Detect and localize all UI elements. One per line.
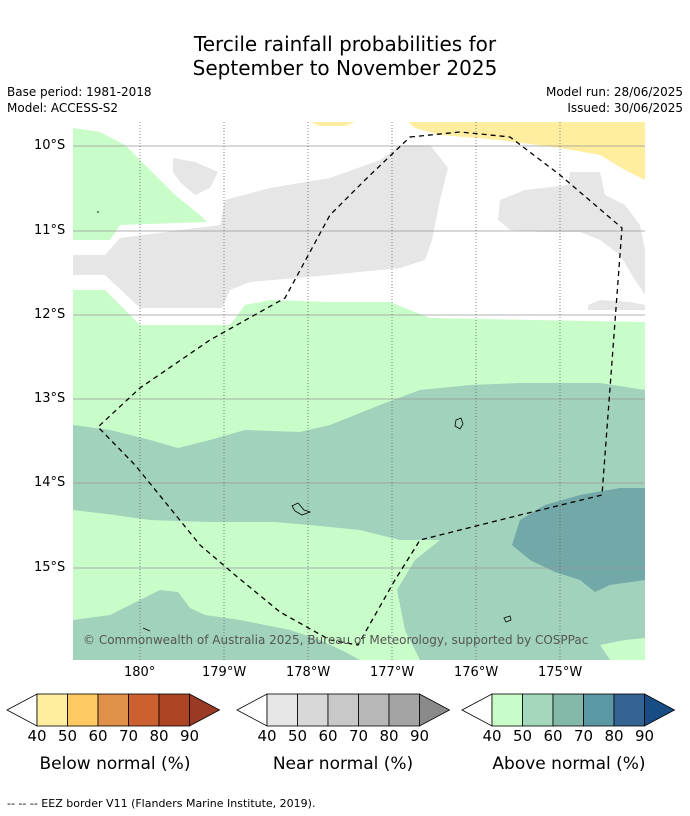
colorbar-segment [388, 693, 420, 727]
colorbar-tick-label: 70 [118, 727, 139, 745]
colorbar-tick-label: 50 [57, 727, 78, 745]
lon-label-177w: 177°W [370, 665, 415, 680]
colorbar-segment [583, 693, 615, 727]
map-title-line2: September to November 2025 [192, 56, 498, 80]
lon-label-175w: 175°W [538, 665, 583, 680]
lat-label-12s: 12°S [34, 307, 66, 322]
colorbar-tick-label: 40 [482, 727, 502, 745]
lat-label-14s: 14°S [34, 475, 66, 490]
colorbar-segment [36, 693, 68, 727]
colorbar-tick-label: 80 [379, 727, 399, 745]
lat-label-11s: 11°S [34, 223, 66, 238]
colorbar-segment [358, 693, 390, 727]
island-west [291, 502, 312, 516]
island-south [503, 615, 512, 623]
model-run: Model run: 28/06/2025 [545, 85, 683, 99]
colorbar-right-arrow [189, 693, 221, 727]
colorbar-tick-label: 50 [512, 727, 533, 745]
lon-label-178w: 178°W [286, 665, 331, 680]
lon-label-176w: 176°W [454, 665, 499, 680]
near-normal-40-region-southeast [588, 300, 645, 310]
map-fill-layers [73, 122, 645, 660]
colorbar-segment [158, 693, 190, 727]
below-normal-40-region-northeast [408, 122, 645, 180]
lon-label-179w: 179°W [202, 665, 247, 680]
colorbar-segment [297, 693, 329, 727]
colorbar-tick-label: 90 [179, 727, 200, 745]
near-normal-40-region-central [73, 145, 448, 308]
colorbar-title-below-normal: Below normal (%) [39, 754, 191, 774]
colorbar-tick-label: 50 [287, 727, 308, 745]
colorbar-segment [522, 693, 554, 727]
latitude-gridlines [73, 145, 645, 569]
near-normal-40-region-small [173, 158, 218, 195]
colorbar-tick-label: 90 [634, 727, 655, 745]
issued-date: Issued: 30/06/2025 [567, 101, 683, 115]
colorbar-tick-label: 60 [543, 727, 563, 745]
colorbar-left-arrow [6, 693, 38, 727]
colorbar-segment [327, 693, 359, 727]
colorbar-segment [491, 693, 523, 727]
colorbar-left-arrow [236, 693, 268, 727]
colorbar-segment [97, 693, 129, 727]
colorbar-right-arrow [644, 693, 676, 727]
colorbar-right-arrow [419, 693, 451, 727]
colorbar-tick-label: 60 [88, 727, 108, 745]
eez-footnote: -- -- -- EEZ border V11 (Flanders Marine… [7, 797, 316, 810]
island-east [454, 417, 464, 430]
above-normal-50-region-southwest [73, 590, 360, 660]
colorbar-tick-label: 90 [409, 727, 430, 745]
colorbar-tick-label: 70 [573, 727, 594, 745]
above-normal-50-region-band [73, 383, 645, 660]
eez-border [97, 131, 623, 646]
colorbar-tick-label: 40 [257, 727, 277, 745]
lat-label-15s: 15°S [34, 560, 66, 575]
colorbar-tick-label: 70 [348, 727, 369, 745]
colorbar-strip [6, 693, 676, 727]
colorbar-tick-label: 40 [27, 727, 47, 745]
colorbar-segment [552, 693, 584, 727]
colorbar-above-normal [461, 693, 676, 727]
colorbar-segment [613, 693, 645, 727]
colorbar-near-normal [236, 693, 451, 727]
lat-label-13s: 13°S [34, 391, 66, 406]
colorbar-tick-label: 60 [318, 727, 338, 745]
island-northwest [97, 211, 99, 213]
map-title-line1: Tercile rainfall probabilities for [193, 32, 497, 56]
model-name: Model: ACCESS-S2 [7, 101, 119, 115]
lon-label-180: 180° [124, 665, 156, 680]
above-normal-40-region-southeast [600, 638, 645, 660]
colorbar-below-normal [6, 693, 221, 727]
base-period: Base period: 1981-2018 [7, 85, 152, 99]
copyright-notice: © Commonwealth of Australia 2025, Bureau… [83, 633, 589, 647]
colorbar-left-arrow [461, 693, 493, 727]
colorbar-tick-label: 80 [149, 727, 169, 745]
island-southwest [142, 627, 151, 632]
colorbar-title-above-normal: Above normal (%) [492, 754, 646, 774]
colorbar-title-near-normal: Near normal (%) [272, 754, 414, 774]
near-normal-40-region-east [498, 172, 645, 295]
colorbar-segment [266, 693, 298, 727]
above-normal-40-region-northwest [73, 128, 207, 240]
above-normal-60-region-east [512, 488, 645, 592]
colorbar-segment [67, 693, 99, 727]
lat-label-10s: 10°S [34, 138, 66, 153]
colorbar-segment [128, 693, 160, 727]
colorbar-tick-label: 80 [604, 727, 624, 745]
below-normal-40-region-north [310, 122, 355, 126]
